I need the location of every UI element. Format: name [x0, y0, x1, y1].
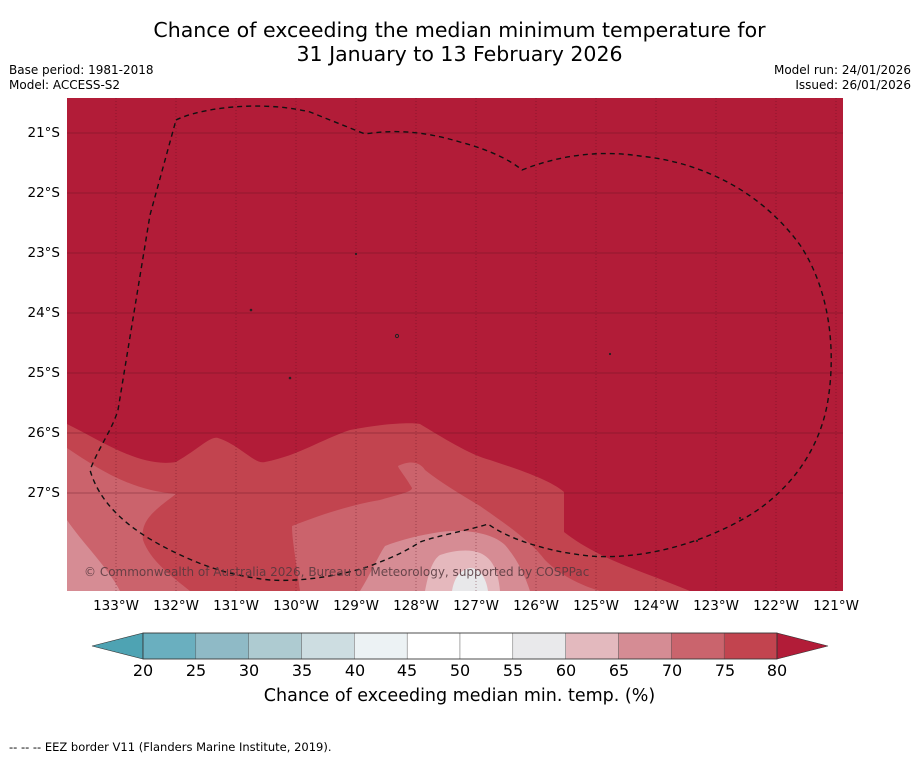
lon-tick: 126°W	[513, 598, 559, 614]
lon-tick: 128°W	[393, 598, 439, 614]
meta-right: Model run: 24/01/2026 Issued: 26/01/2026	[774, 63, 911, 93]
meta-left: Base period: 1981-2018 Model: ACCESS-S2	[9, 63, 154, 93]
island-markers	[249, 252, 742, 543]
colorbar-bin	[301, 632, 355, 660]
colorbar-label: 30	[238, 661, 260, 680]
copyright-notice: © Commonwealth of Australia 2026, Bureau…	[84, 565, 590, 579]
colorbar-bin	[142, 632, 197, 660]
colorbar-bin	[406, 632, 461, 660]
colorbar-frame	[142, 632, 778, 660]
colorbar-bin	[354, 632, 408, 660]
colorbar-label: 45	[396, 661, 418, 680]
title-line-2: 31 January to 13 February 2026	[296, 42, 623, 66]
colorbar-title: Chance of exceeding median min. temp. (%…	[263, 686, 656, 706]
colorbar-label: 70	[661, 661, 683, 680]
colorbar-bin	[248, 632, 302, 660]
lon-tick: 129°W	[333, 598, 379, 614]
chart-title: Chance of exceeding the median minimum t…	[0, 18, 919, 66]
lon-tick: 123°W	[693, 598, 739, 614]
lon-tick: 132°W	[153, 598, 199, 614]
lon-tick: 131°W	[213, 598, 259, 614]
colorbar	[91, 632, 829, 660]
base-period-label: Base period: 1981-2018	[9, 63, 154, 77]
lon-tick: 133°W	[93, 598, 139, 614]
lon-tick: 127°W	[453, 598, 499, 614]
colorbar-label: 75	[714, 661, 736, 680]
lon-tick: 124°W	[633, 598, 679, 614]
lat-tick: 27°S	[27, 485, 61, 501]
lat-tick: 26°S	[27, 425, 61, 441]
probability-70-75-region-east	[292, 462, 600, 591]
colorbar-label: 50	[449, 661, 471, 680]
colorbar-label: 40	[344, 661, 366, 680]
lon-tick: 122°W	[753, 598, 799, 614]
colorbar-label: 35	[291, 661, 313, 680]
colorbar-bin	[565, 632, 619, 660]
lon-tick: 130°W	[273, 598, 319, 614]
issued-label: Issued: 26/01/2026	[795, 78, 911, 92]
lat-tick: 24°S	[27, 305, 61, 321]
colorbar-label: 20	[132, 661, 154, 680]
colorbar-bin	[459, 632, 514, 660]
lon-tick: 121°W	[813, 598, 859, 614]
eez-legend-note: -- -- -- EEZ border V11 (Flanders Marine…	[9, 740, 332, 754]
colorbar-under-arrow	[91, 632, 144, 660]
colorbar-label: 25	[185, 661, 207, 680]
lat-tick: 22°S	[27, 185, 61, 201]
eez-border	[89, 105, 832, 582]
colorbar-label: 55	[502, 661, 524, 680]
probability-55-60-region	[452, 568, 488, 591]
lon-tick: 125°W	[573, 598, 619, 614]
colorbar-label: 65	[608, 661, 630, 680]
colorbar-label: 60	[555, 661, 577, 680]
map-plot	[67, 98, 843, 591]
title-line-1: Chance of exceeding the median minimum t…	[153, 18, 766, 42]
model-run-label: Model run: 24/01/2026	[773, 63, 911, 77]
colorbar-bin	[723, 632, 778, 660]
model-label: Model: ACCESS-S2	[9, 78, 121, 92]
colorbar-over-arrow	[776, 632, 829, 660]
probability-70-75-region	[67, 448, 190, 591]
probability-65-70-region	[67, 520, 120, 591]
map-gridlines	[67, 98, 843, 591]
colorbar-bin	[195, 632, 249, 660]
colorbar-bin	[618, 632, 672, 660]
colorbar-bin	[671, 632, 725, 660]
lat-tick: 25°S	[27, 365, 61, 381]
lat-tick: 23°S	[27, 245, 61, 261]
colorbar-label: 80	[766, 661, 788, 680]
lat-tick: 21°S	[27, 125, 61, 141]
colorbar-bin	[512, 632, 566, 660]
